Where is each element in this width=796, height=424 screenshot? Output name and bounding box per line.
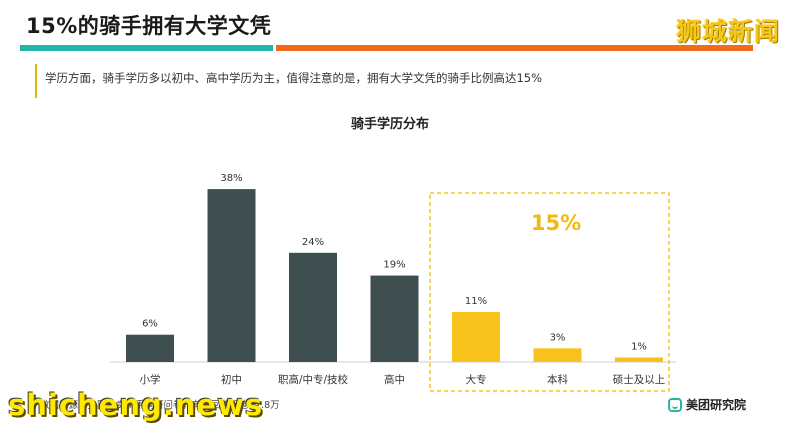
bar-2 xyxy=(289,252,337,362)
site-watermark: shicheng.news xyxy=(8,388,264,422)
category-label-5: 本科 xyxy=(547,373,568,386)
page-title: 15%的骑手拥有大学文凭 xyxy=(26,14,272,38)
category-label-2: 职高/中专/技校 xyxy=(278,373,349,386)
title-underline-orange xyxy=(276,45,753,51)
value-label-1: 38% xyxy=(220,173,242,184)
summary-note: 学历方面，骑手学历多以初中、高中学历为主，值得注意的是，拥有大学文凭的骑手比例高… xyxy=(45,71,543,85)
bars-group: 6% 小学 38% 初中 24% 职高/中专/技校 19% 高中 11% 大专 3% 本科 1% 硕士及以… xyxy=(126,173,665,386)
value-label-2: 24% xyxy=(302,237,324,248)
bar-1 xyxy=(207,189,256,362)
meituan-logo-icon xyxy=(668,397,682,412)
bar-4 xyxy=(452,311,500,362)
category-label-4: 大专 xyxy=(466,373,487,386)
value-label-3: 19% xyxy=(383,260,405,271)
category-label-6: 硕士及以上 xyxy=(613,373,666,386)
title-underline-teal xyxy=(20,45,273,51)
value-label-5: 3% xyxy=(550,332,566,343)
bar-0 xyxy=(126,334,174,362)
note-accent-line xyxy=(35,64,37,98)
value-label-4: 11% xyxy=(465,296,487,307)
category-label-0: 小学 xyxy=(140,373,161,386)
meituan-research-logo: 美团研究院 xyxy=(668,396,746,413)
bar-6 xyxy=(615,357,663,362)
bar-5 xyxy=(533,348,582,362)
data-source: 数据来源：美团外卖骑手调研问卷，有效回收问卷11.8万 xyxy=(40,400,280,411)
brand-logo-text: 狮城新闻 xyxy=(675,17,780,46)
value-label-6: 1% xyxy=(631,341,647,352)
category-label-3: 高中 xyxy=(384,373,405,386)
bar-3 xyxy=(370,275,419,362)
value-label-0: 6% xyxy=(142,319,158,330)
logo-text: 美团研究院 xyxy=(686,398,747,412)
chart-title: 骑手学历分布 xyxy=(351,116,429,132)
category-label-1: 初中 xyxy=(221,373,242,386)
highlight-total-label: 15% xyxy=(531,211,581,235)
highlight-box xyxy=(429,192,670,392)
